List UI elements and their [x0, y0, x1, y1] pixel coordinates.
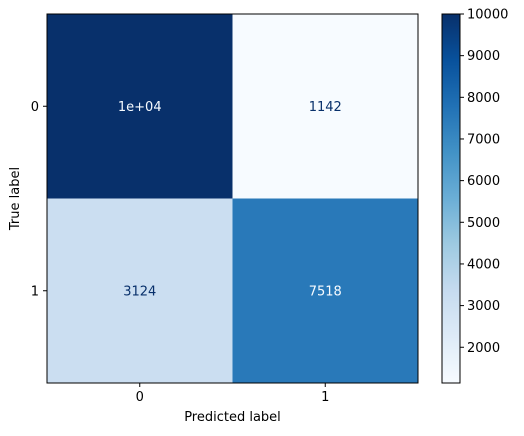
- colorbar-ticks: 2000 3000 4000 5000 6000 7000 8000 9000 10000: [460, 8, 508, 356]
- colorbar-tick-label: 7000: [467, 132, 500, 147]
- x-tick-label: 1: [321, 390, 329, 405]
- colorbar-tick-label: 4000: [467, 257, 500, 272]
- cell-value-label: 3124: [123, 284, 156, 299]
- heatmap-cells: [47, 14, 419, 384]
- cell-value-label: 1e+04: [118, 100, 162, 115]
- x-tick-label: 0: [136, 390, 144, 405]
- y-axis-label: True label: [8, 167, 23, 231]
- colorbar-tick-label: 8000: [467, 91, 500, 106]
- y-axis-ticks: 01: [31, 100, 47, 299]
- heatmap-cell-r1-c1: [232, 198, 419, 384]
- heatmap-cell-r0-c1: [232, 14, 419, 199]
- heatmap-cell-r0-c0: [47, 14, 233, 199]
- plot-frame: [46, 13, 419, 384]
- colorbar-tick-label: 9000: [467, 49, 500, 64]
- colorbar-tick-label: 10000: [467, 8, 508, 23]
- colorbar-tick-label: 2000: [467, 341, 500, 356]
- colorbar-tick-label: 5000: [467, 216, 500, 231]
- heatmap-cell-labels: 1e+04 1142 3124 7518: [118, 100, 342, 300]
- colorbar: [441, 13, 461, 384]
- x-axis-label: Predicted label: [184, 410, 281, 425]
- cell-value-label: 1142: [309, 100, 342, 115]
- y-tick-label: 1: [31, 284, 39, 299]
- colorbar-tick-label: 6000: [467, 174, 500, 189]
- colorbar-tick-label: 3000: [467, 299, 500, 314]
- cell-value-label: 7518: [309, 284, 342, 299]
- y-tick-label: 0: [31, 100, 39, 115]
- heatmap-cell-r1-c0: [47, 198, 233, 384]
